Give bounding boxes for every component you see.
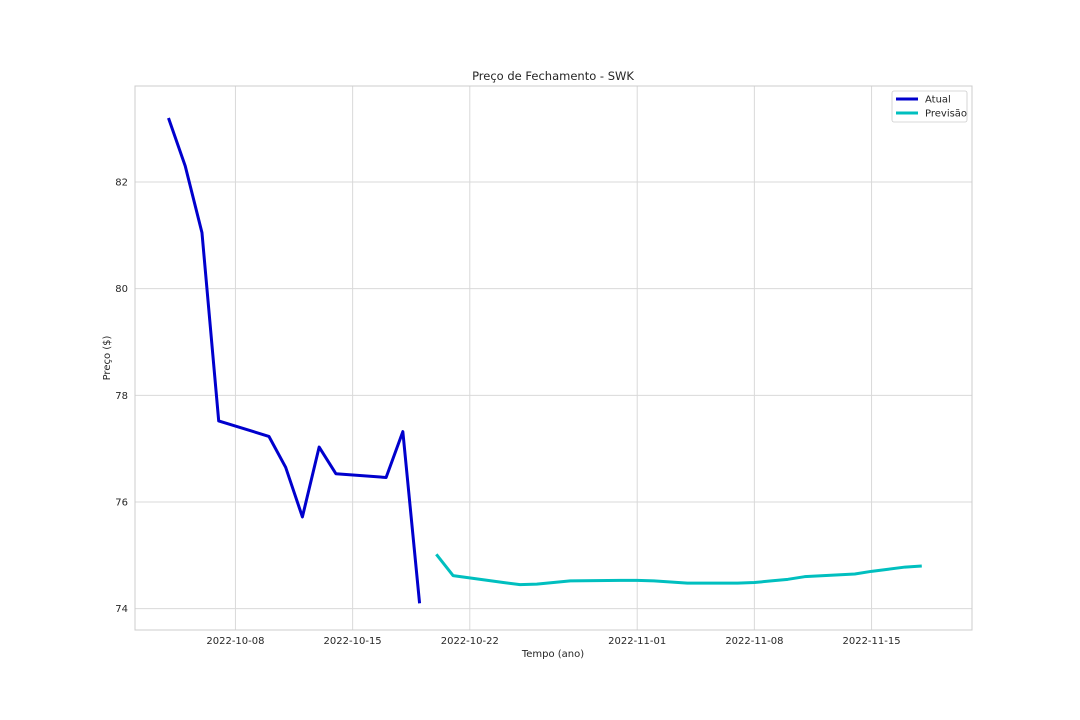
plot-frame xyxy=(134,85,973,631)
x-tick-label: 2022-10-08 xyxy=(206,636,264,647)
y-tick-label: 80 xyxy=(115,284,128,295)
x-axis-label: Tempo (ano) xyxy=(521,649,584,660)
series-layer xyxy=(167,117,922,604)
grid xyxy=(135,86,972,630)
legend-label-atual: Atual xyxy=(925,95,951,106)
x-tick-label: 2022-11-08 xyxy=(725,636,783,647)
x-tick-label: 2022-11-15 xyxy=(842,636,900,647)
x-tick-labels: 2022-10-08 2022-10-15 2022-10-22 2022-11-01… xyxy=(206,636,900,647)
legend-label-previsao: Previsão xyxy=(925,109,967,120)
y-tick-labels: 74 76 78 80 82 xyxy=(115,178,128,616)
x-tick-label: 2022-11-01 xyxy=(608,636,666,647)
series-line-atual xyxy=(167,117,422,604)
series-line-previsao xyxy=(435,553,922,587)
chart-title: Preço de Fechamento - SWK xyxy=(472,69,634,83)
y-axis-label: Preço ($) xyxy=(102,335,113,380)
legend: Atual Previsão xyxy=(891,90,968,123)
y-tick-label: 82 xyxy=(115,178,128,189)
y-tick-label: 74 xyxy=(115,604,128,615)
x-tick-label: 2022-10-22 xyxy=(441,636,499,647)
y-tick-label: 78 xyxy=(115,391,128,402)
y-tick-label: 76 xyxy=(115,498,128,509)
plot-area xyxy=(135,86,972,630)
x-tick-label: 2022-10-15 xyxy=(324,636,382,647)
